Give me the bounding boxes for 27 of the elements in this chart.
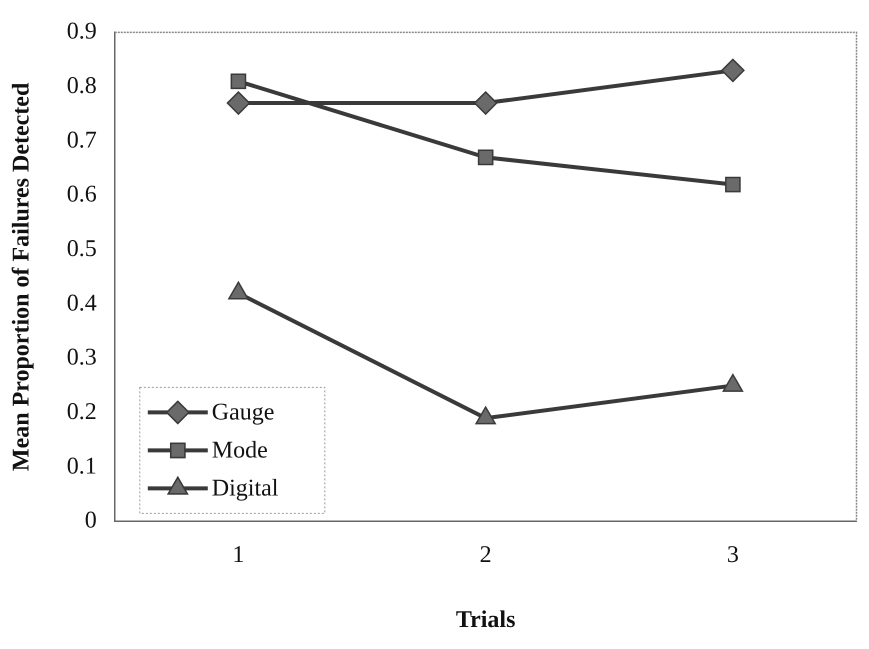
y-tick-label: 0.5 [66, 236, 97, 262]
y-tick-label: 0.2 [66, 399, 97, 426]
y-tick-label: 0.6 [66, 182, 97, 208]
point [721, 58, 745, 82]
x-tick-label: 1 [232, 542, 244, 568]
x-tick-label: 3 [726, 542, 739, 568]
y-tick-label: 0.1 [66, 453, 97, 480]
y-tick-label: 0.4 [66, 290, 97, 316]
x-axis-title: Trials [456, 606, 516, 633]
point [226, 91, 250, 115]
point [725, 176, 741, 192]
y-tick-label: 0.7 [66, 127, 97, 154]
point [474, 91, 498, 115]
y-tick-label: 0.3 [66, 344, 97, 371]
y-tick-label: 0.9 [66, 18, 97, 45]
point [475, 406, 496, 424]
point [228, 281, 249, 300]
point [230, 73, 246, 90]
x-tick-label: 2 [480, 542, 492, 568]
y-tick-label: 0 [84, 508, 97, 534]
y-tick-label: 0.8 [66, 73, 97, 100]
legend-label: Gauge [212, 400, 274, 426]
legend-label: Digital [212, 476, 279, 502]
point [722, 374, 744, 392]
legend-label: Mode [212, 438, 268, 464]
point [478, 150, 494, 166]
y-axis-title: Mean Proportion of Failures Detected [8, 82, 35, 472]
